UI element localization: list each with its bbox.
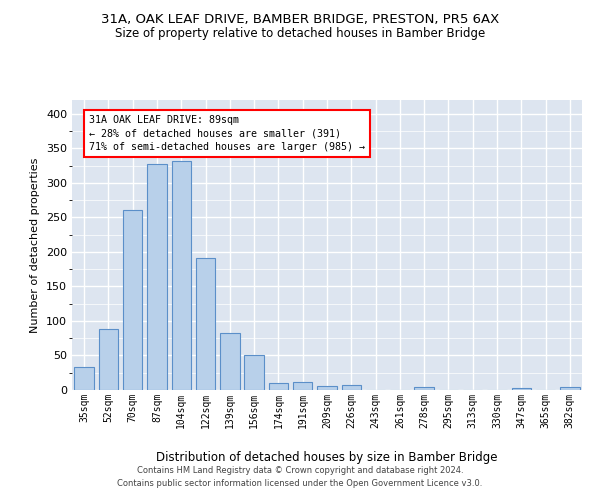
Y-axis label: Number of detached properties: Number of detached properties xyxy=(31,158,40,332)
Bar xyxy=(317,386,337,390)
Text: 31A, OAK LEAF DRIVE, BAMBER BRIDGE, PRESTON, PR5 6AX: 31A, OAK LEAF DRIVE, BAMBER BRIDGE, PRES… xyxy=(101,12,499,26)
Bar xyxy=(172,161,191,390)
Text: 31A OAK LEAF DRIVE: 89sqm
← 28% of detached houses are smaller (391)
71% of semi: 31A OAK LEAF DRIVE: 89sqm ← 28% of detac… xyxy=(89,115,365,152)
Bar xyxy=(244,355,264,390)
Bar xyxy=(269,383,288,390)
Bar xyxy=(220,332,239,390)
Bar xyxy=(74,367,94,390)
Bar xyxy=(293,382,313,390)
Bar xyxy=(147,164,167,390)
Bar xyxy=(415,387,434,390)
Text: Contains HM Land Registry data © Crown copyright and database right 2024.
Contai: Contains HM Land Registry data © Crown c… xyxy=(118,466,482,487)
Bar xyxy=(99,329,118,390)
Bar xyxy=(560,387,580,390)
Bar xyxy=(196,258,215,390)
Bar xyxy=(512,388,531,390)
Bar xyxy=(123,210,142,390)
Bar xyxy=(341,385,361,390)
Text: Distribution of detached houses by size in Bamber Bridge: Distribution of detached houses by size … xyxy=(156,451,498,464)
Text: Size of property relative to detached houses in Bamber Bridge: Size of property relative to detached ho… xyxy=(115,28,485,40)
